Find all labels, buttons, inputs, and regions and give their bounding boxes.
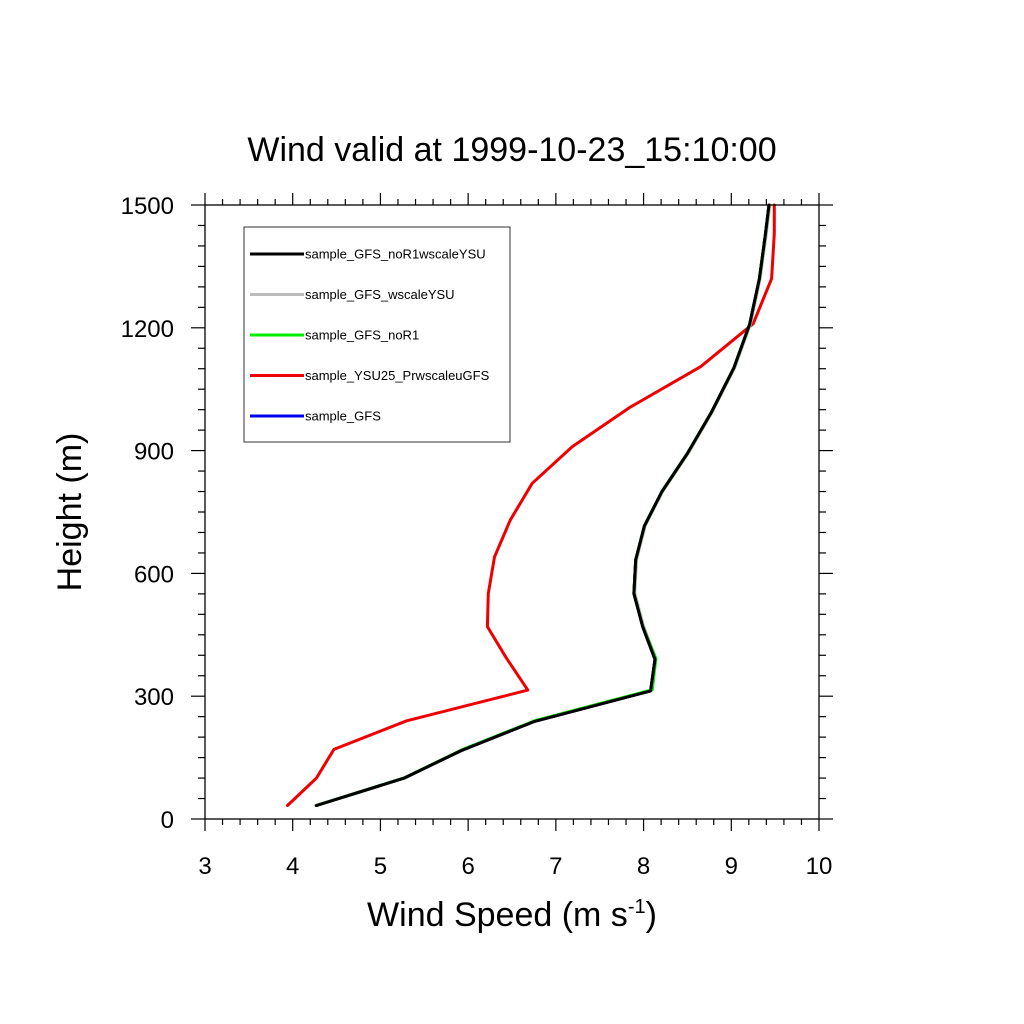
series-line-sample-gfs-nor1wscaleysu xyxy=(314,203,771,807)
series-line-sample-ysu25-prwscaleugfs xyxy=(286,203,776,807)
x-tick-label: 7 xyxy=(549,853,562,880)
x-tick-label: 8 xyxy=(637,853,650,880)
x-tick-label: 5 xyxy=(374,853,387,880)
x-tick-label: 3 xyxy=(198,853,211,880)
y-tick-label: 600 xyxy=(134,561,174,588)
axis-ticks xyxy=(191,193,833,831)
legend-label: sample_GFS_wscaleYSU xyxy=(305,287,455,302)
x-tick-label: 6 xyxy=(461,853,474,880)
x-tick-label: 10 xyxy=(806,853,833,880)
x-axis-label: Wind Speed (m s-1) xyxy=(367,896,657,934)
x-tick-labels: 3 4 5 6 7 8 9 10 xyxy=(198,853,832,880)
legend-label: sample_GFS xyxy=(305,409,381,424)
y-tick-labels: 0 300 600 900 1200 1500 xyxy=(121,193,174,834)
chart-title: Wind valid at 1999-10-23_15:10:00 xyxy=(247,131,776,169)
y-axis-label: Height (m) xyxy=(51,433,89,592)
y-tick-label: 1200 xyxy=(121,316,174,343)
x-tick-label: 4 xyxy=(286,853,299,880)
x-tick-label: 9 xyxy=(725,853,738,880)
legend-label: sample_GFS_noR1 xyxy=(305,328,419,343)
legend-label: sample_YSU25_PrwscaleuGFS xyxy=(305,368,490,383)
legend-items: sample_GFS_noR1wscaleYSU sample_GFS_wscal… xyxy=(250,247,490,424)
plot-series-layer xyxy=(286,203,776,807)
y-tick-label: 900 xyxy=(134,439,174,466)
y-tick-label: 1500 xyxy=(121,193,174,220)
y-tick-label: 300 xyxy=(134,684,174,711)
legend-label: sample_GFS_noR1wscaleYSU xyxy=(305,247,486,262)
y-tick-label: 0 xyxy=(161,807,174,834)
legend: sample_GFS_noR1wscaleYSU sample_GFS_wscal… xyxy=(243,226,511,443)
